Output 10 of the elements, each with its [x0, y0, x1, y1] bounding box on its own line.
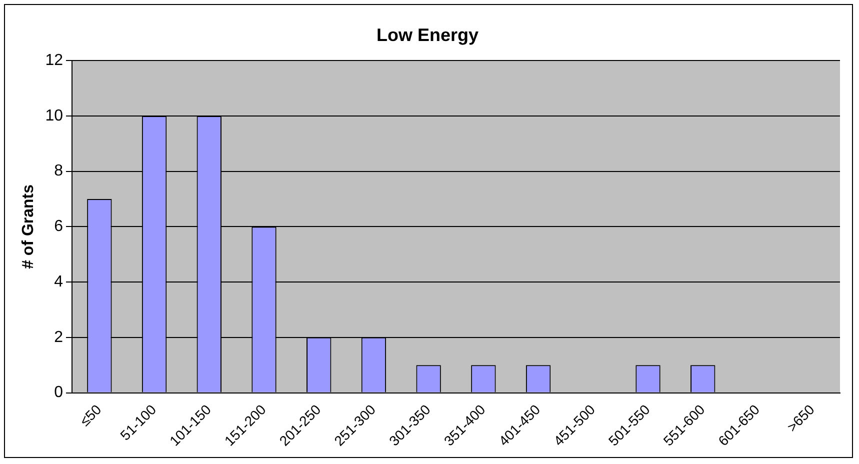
y-tick-label: 10 [45, 107, 64, 124]
x-tick-label: ≤50 [76, 401, 104, 430]
y-tick-label: 12 [45, 52, 64, 70]
y-tick-label: 4 [54, 273, 64, 290]
y-tick-label: 8 [54, 162, 64, 180]
chart-title: Low Energy [376, 24, 479, 45]
y-axis-title: # of Grants [20, 184, 38, 269]
y-tick-label: 2 [54, 328, 64, 346]
y-tick-label: 0 [54, 384, 64, 402]
y-tick-label: 6 [54, 218, 64, 236]
